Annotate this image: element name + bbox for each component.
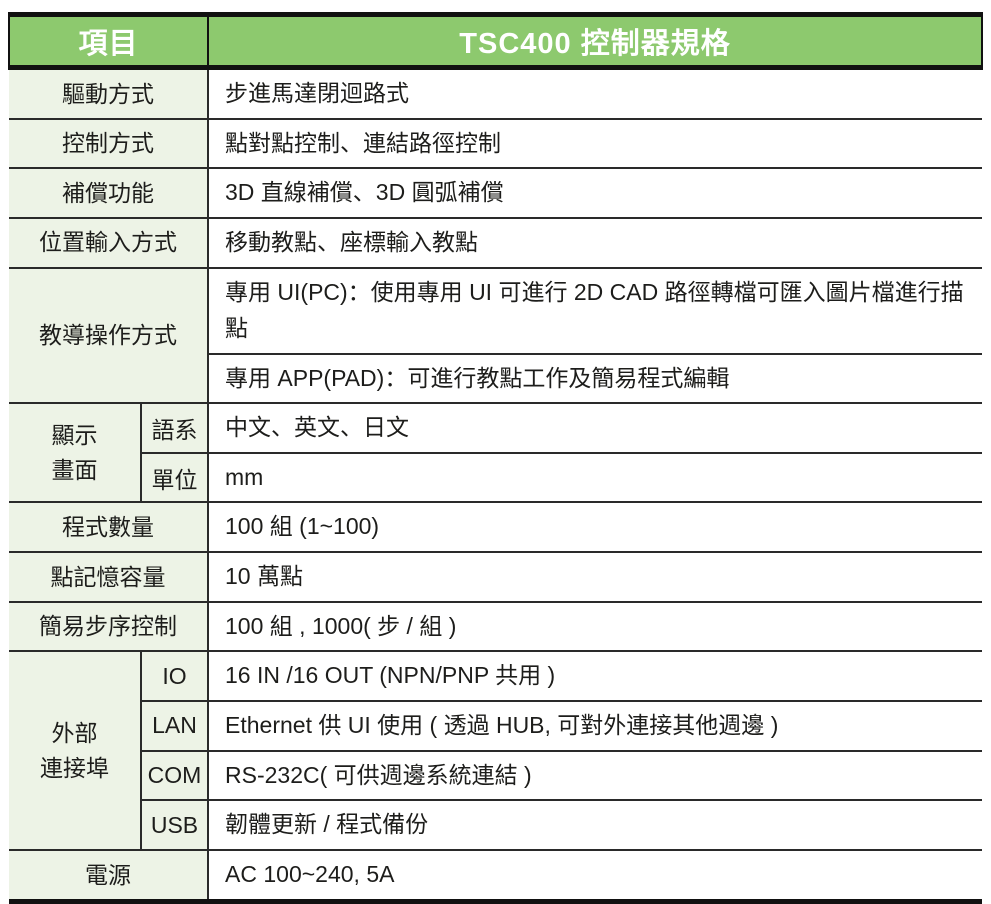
row-sub-label: 單位 [139, 451, 210, 504]
spec-row-port-com: COM RS-232C( 可供週邊系統連結 ) [9, 749, 982, 802]
spec-row-program-count: 程式數量 100 組 (1~100) [9, 501, 982, 554]
row-value: AC 100~240, 5A [208, 848, 982, 903]
row-sub-label: COM [139, 749, 210, 802]
row-label: 驅動方式 [9, 66, 210, 120]
spec-row-display-language: 顯示 畫面 語系 中文、英文、日文 [9, 402, 982, 504]
row-value: 3D 直線補償、3D 圓弧補償 [208, 167, 982, 219]
row-label: 位置輸入方式 [9, 216, 210, 269]
row-value: 韌體更新 / 程式備份 [208, 799, 982, 851]
row-sub-label: 語系 [139, 402, 210, 454]
row-sub-label: LAN [139, 700, 210, 752]
spec-row-teaching-app: 專用 APP(PAD)：可進行教點工作及簡易程式編輯 [9, 352, 982, 405]
spec-row-port-lan: LAN Ethernet 供 UI 使用 ( 透過 HUB, 可對外連接其他週邊… [9, 700, 982, 752]
row-label: 外部 連接埠 [9, 650, 142, 851]
row-value: 點對點控制、連結路徑控制 [208, 117, 982, 170]
row-value-app: 專用 APP(PAD)：可進行教點工作及簡易程式編輯 [208, 352, 982, 405]
row-value: 100 組 , 1000( 步 / 組 ) [208, 600, 982, 653]
spec-row-position-input: 位置輸入方式 移動教點、座標輸入教點 [9, 216, 982, 269]
spec-row-compensation: 補償功能 3D 直線補償、3D 圓弧補償 [9, 167, 982, 219]
row-label: 簡易步序控制 [9, 600, 210, 653]
row-value: Ethernet 供 UI 使用 ( 透過 HUB, 可對外連接其他週邊 ) [208, 700, 982, 752]
row-value: 中文、英文、日文 [208, 402, 982, 454]
spec-row-drive-method: 驅動方式 步進馬達閉迴路式 [9, 66, 982, 120]
row-label: 點記憶容量 [9, 551, 210, 603]
spec-row-teaching-pc: 教導操作方式 專用 UI(PC)：使用專用 UI 可進行 2D CAD 路徑轉檔… [9, 266, 982, 405]
controller-spec-table: 項目 TSC400 控制器規格 驅動方式 步進馬達閉迴路式 控制方式 點對點控制… [7, 12, 983, 904]
row-value: 16 IN /16 OUT (NPN/PNP 共用 ) [208, 650, 982, 703]
header-items-label: 項目 [7, 14, 210, 70]
row-sub-label: USB [139, 799, 210, 851]
row-label: 程式數量 [9, 501, 210, 554]
spec-row-point-memory: 點記憶容量 10 萬點 [9, 551, 982, 603]
row-label: 控制方式 [9, 117, 210, 170]
row-label: 補償功能 [9, 167, 210, 219]
row-value-pc: 專用 UI(PC)：使用專用 UI 可進行 2D CAD 路徑轉檔可匯入圖片檔進… [208, 266, 982, 355]
spec-row-step-control: 簡易步序控制 100 組 , 1000( 步 / 組 ) [9, 600, 982, 653]
row-sub-label: IO [139, 650, 210, 703]
spec-row-control-method: 控制方式 點對點控制、連結路徑控制 [9, 117, 982, 170]
header-title: TSC400 控制器規格 [208, 14, 983, 70]
spec-sheet-page: 項目 TSC400 控制器規格 驅動方式 步進馬達閉迴路式 控制方式 點對點控制… [7, 12, 983, 904]
spec-row-power: 電源 AC 100~240, 5A [9, 848, 982, 903]
spec-row-port-usb: USB 韌體更新 / 程式備份 [9, 799, 982, 851]
row-label: 顯示 畫面 [9, 402, 142, 504]
row-value: 移動教點、座標輸入教點 [208, 216, 982, 269]
row-label: 電源 [9, 848, 210, 903]
row-value: RS-232C( 可供週邊系統連結 ) [208, 749, 982, 802]
row-value: 100 組 (1~100) [208, 501, 982, 554]
table-header-row: 項目 TSC400 控制器規格 [7, 14, 983, 70]
spec-row-port-io: 外部 連接埠 IO 16 IN /16 OUT (NPN/PNP 共用 ) [9, 650, 982, 851]
spec-row-display-unit: 單位 mm [9, 451, 982, 504]
row-value: 步進馬達閉迴路式 [208, 66, 982, 120]
row-value: mm [208, 451, 982, 504]
row-value: 10 萬點 [208, 551, 982, 603]
row-label: 教導操作方式 [9, 266, 210, 405]
